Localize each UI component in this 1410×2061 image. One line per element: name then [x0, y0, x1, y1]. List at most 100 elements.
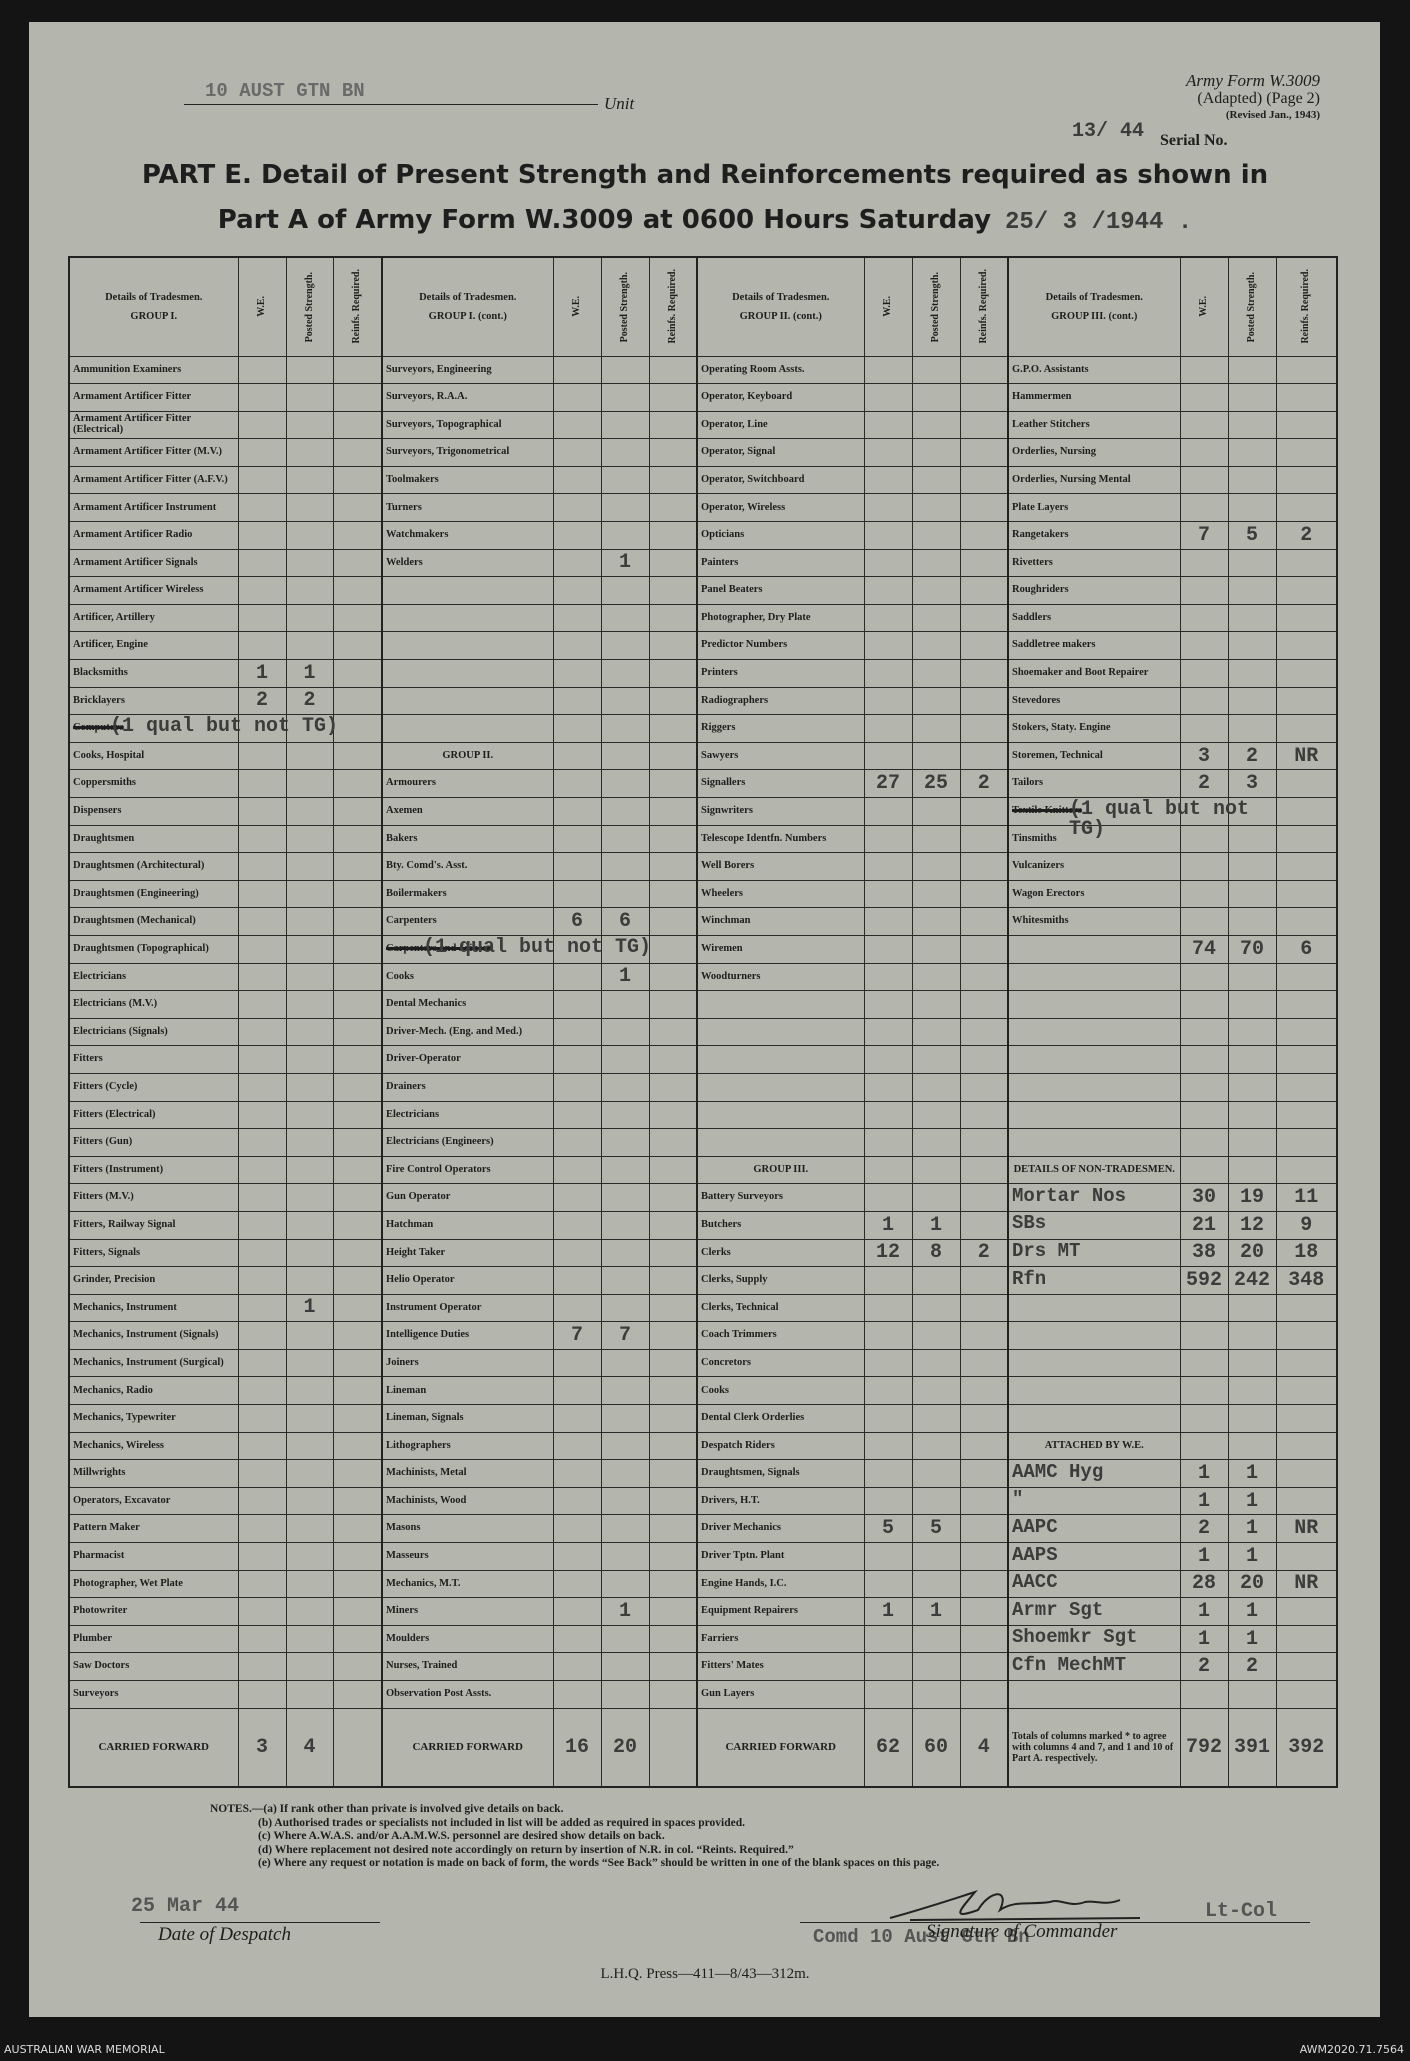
trade-cell: Machinists, Metal [381, 1459, 554, 1488]
carried-cell: 20 [600, 1707, 650, 1788]
value-cell [552, 1183, 602, 1212]
carried-cell: 792 [1179, 1707, 1229, 1788]
value-cell [332, 1072, 383, 1102]
trade-cell: Surveyors, Engineering [381, 355, 554, 385]
trade-cell: Clerks, Technical [696, 1293, 865, 1323]
value-cell [863, 355, 913, 385]
value-cell [911, 907, 961, 936]
value-cell: 7 [600, 1321, 650, 1350]
value-cell [911, 493, 961, 523]
value-cell [237, 1266, 287, 1295]
value-cell [332, 1210, 383, 1240]
value-cell [648, 1569, 698, 1599]
value-cell [1227, 576, 1277, 605]
trade-name: Armament Artificer Radio [73, 529, 193, 541]
value-cell: 1 [285, 659, 334, 688]
value-cell [600, 1210, 650, 1240]
trade-cell: Hammermen [1007, 383, 1181, 412]
table-row: Mechanics, Wireless Lithographers Despatch… [68, 1431, 1338, 1461]
trade-name: Electricians (Engineers) [386, 1136, 494, 1148]
value-cell: 3 [1179, 741, 1229, 771]
value-cell [285, 1404, 334, 1433]
value-cell [285, 1680, 334, 1709]
column-header: Posted Strength. [911, 256, 961, 357]
trade-cell: Welders [381, 548, 554, 578]
trade-name: " [1012, 1488, 1024, 1511]
trade-cell: Draughtsmen (Topographical) [68, 934, 239, 964]
typed-value: 9 [1300, 1213, 1313, 1237]
typed-value: 1 [1197, 1489, 1210, 1513]
trade-name: Electricians (M.V.) [73, 998, 158, 1010]
trade-cell [1007, 1404, 1181, 1433]
trade-cell [1007, 934, 1181, 964]
value-cell [1179, 493, 1229, 523]
trade-name: Boilermakers [386, 887, 447, 899]
trade-cell: Turners [381, 493, 554, 523]
trade-cell: Fitters (Gun) [68, 1128, 239, 1157]
value-cell [600, 990, 650, 1019]
carried-value: 792 [1185, 1735, 1222, 1759]
trade-cell: Saddlers [1007, 603, 1181, 633]
value-cell [1227, 1376, 1277, 1406]
typed-value: 1 [1245, 1489, 1258, 1513]
carried-cell [648, 1707, 698, 1788]
table-row: Fitters (Gun) Electricians (Engineers) [68, 1128, 1338, 1157]
value-cell: 2 [285, 686, 334, 716]
trade-name: Rangetakers [1012, 529, 1069, 541]
trade-name: Signwriters [701, 805, 753, 817]
value-cell [237, 1017, 287, 1047]
value-cell [1227, 1072, 1277, 1102]
trade-cell: AAPC [1007, 1514, 1181, 1544]
value-cell [552, 962, 602, 992]
value-cell [285, 1376, 334, 1406]
trade-name: Orderlies, Nursing Mental [1012, 473, 1131, 485]
value-cell [863, 1266, 913, 1295]
value-cell [648, 576, 698, 605]
value-cell [332, 1017, 383, 1047]
value-cell [1275, 824, 1338, 854]
trade-cell: Well Borers [696, 852, 865, 881]
value-cell: 1 [1227, 1597, 1277, 1626]
value-cell [332, 1542, 383, 1571]
typed-note: (1 qual but not TG) [110, 715, 339, 739]
value-cell [600, 1680, 650, 1709]
trade-cell [1007, 1293, 1181, 1323]
trade-name: Electricians [73, 970, 127, 982]
value-cell [648, 1624, 698, 1654]
value-cell [863, 1486, 913, 1516]
trade-name: Tailors [1012, 777, 1044, 789]
trade-name: Fitters (Cycle) [73, 1080, 138, 1092]
value-cell [332, 934, 383, 964]
trade-cell: Computors (1 qual but not TG) [68, 714, 338, 743]
value-cell [1227, 879, 1277, 909]
typed-value: 592 [1185, 1268, 1222, 1292]
trade-cell: Painters [696, 548, 865, 578]
value-cell [959, 852, 1009, 881]
value-cell [600, 1514, 650, 1544]
despatch-line [140, 1922, 380, 1923]
table-row: Plumber Moulders Farriers Shoemkr Sgt 1 1 [68, 1624, 1338, 1654]
trade-name: Shoemaker and Boot Repairer [1012, 667, 1149, 679]
trade-cell: Orderlies, Nursing [1007, 438, 1181, 467]
value-cell [237, 769, 287, 798]
value-cell [911, 934, 961, 964]
value-cell [1227, 990, 1277, 1019]
table-row: Mechanics, Instrument 1 Instrument Operato… [68, 1293, 1338, 1323]
value-cell [1227, 1017, 1277, 1047]
details-label: Details of Tradesmen. [105, 291, 203, 303]
value-cell: 1 [1179, 1624, 1229, 1654]
value-cell [285, 990, 334, 1019]
value-cell [1275, 1155, 1338, 1185]
typed-value: 1 [1245, 1517, 1258, 1541]
value-cell [863, 1459, 913, 1488]
trade-cell: Driver-Operator [381, 1045, 554, 1074]
trade-cell: Operator, Line [696, 410, 865, 440]
note-line: (c) Where A.W.A.S. and/or A.A.M.W.S. per… [258, 1830, 665, 1842]
trade-name: Signallers [701, 777, 746, 789]
trade-cell [696, 1072, 865, 1102]
trade-cell: Shoemkr Sgt [1007, 1624, 1181, 1654]
trade-name: Moulders [386, 1632, 430, 1644]
trade-name: Draughtsmen (Engineering) [73, 887, 199, 899]
value-cell [332, 962, 383, 992]
value-cell [1179, 548, 1229, 578]
